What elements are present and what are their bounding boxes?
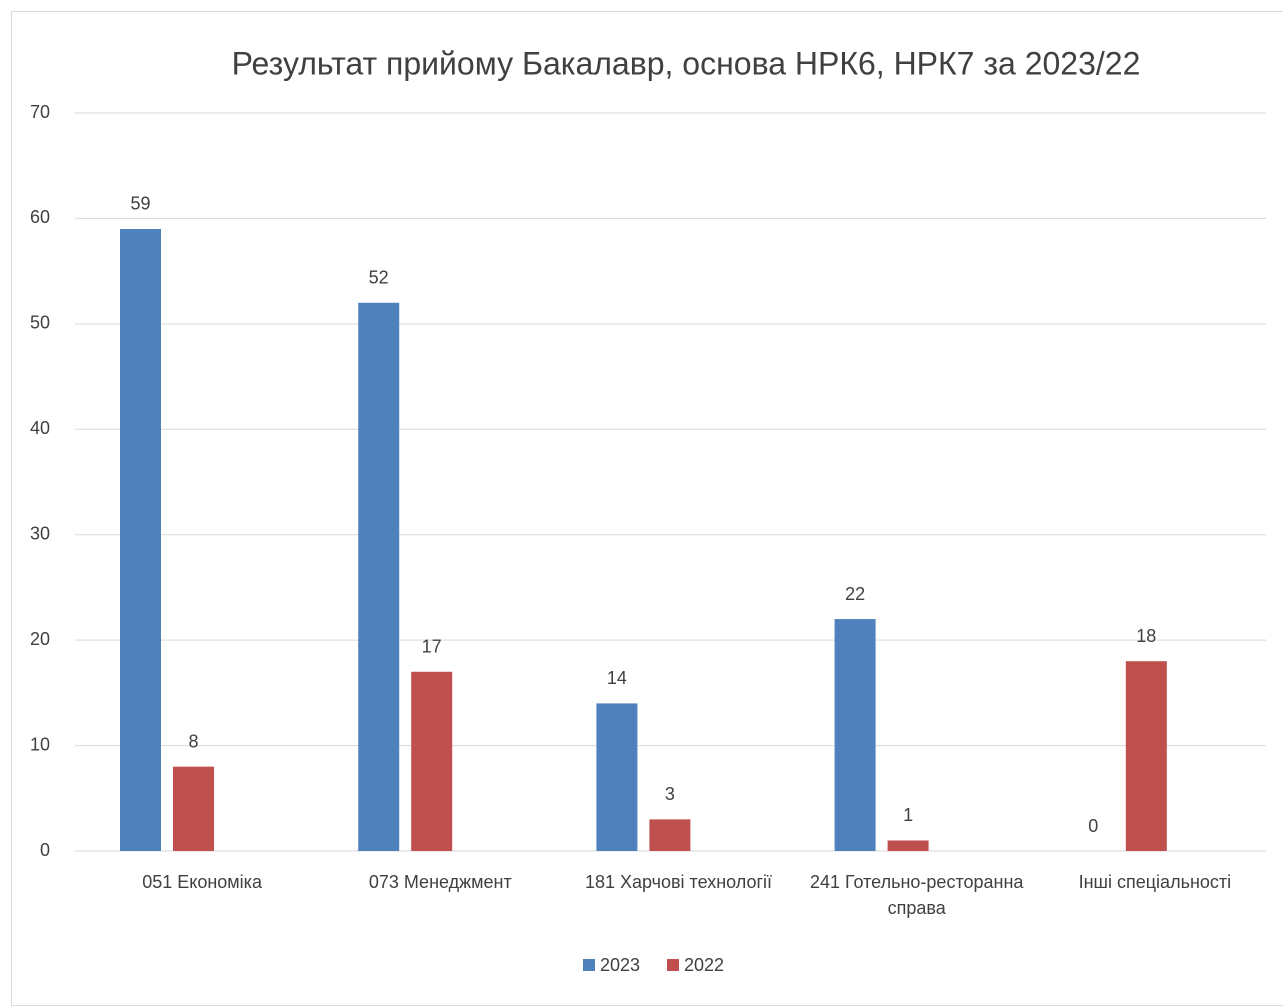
value-label: 18 bbox=[1136, 626, 1156, 646]
value-label: 52 bbox=[369, 268, 389, 288]
y-tick-label: 50 bbox=[30, 313, 50, 333]
legend-label: 2022 bbox=[684, 955, 724, 975]
value-label: 1 bbox=[903, 805, 913, 825]
y-tick-label: 60 bbox=[30, 207, 50, 227]
value-label: 0 bbox=[1088, 816, 1098, 836]
legend-swatch bbox=[667, 959, 679, 971]
y-tick-label: 40 bbox=[30, 418, 50, 438]
bar bbox=[120, 228, 161, 851]
value-label: 14 bbox=[607, 668, 627, 688]
x-tick-label: 181 Харчові технології bbox=[584, 872, 773, 892]
bar bbox=[887, 840, 929, 851]
value-label: 17 bbox=[422, 637, 442, 657]
x-tick-label: 051 Економіка bbox=[142, 872, 262, 892]
bar bbox=[1125, 661, 1167, 851]
value-label: 3 bbox=[665, 784, 675, 804]
bar bbox=[649, 819, 691, 851]
bar bbox=[834, 619, 876, 851]
value-label: 8 bbox=[188, 731, 198, 751]
value-label: 22 bbox=[845, 584, 865, 604]
y-tick-label: 70 bbox=[30, 102, 50, 122]
y-tick-label: 30 bbox=[30, 523, 50, 543]
bar bbox=[358, 302, 400, 851]
bar bbox=[173, 766, 214, 851]
y-tick-label: 20 bbox=[30, 629, 50, 649]
legend-label: 2023 bbox=[600, 955, 640, 975]
legend-swatch bbox=[583, 959, 595, 971]
x-tick-label: 073 Менеджмент bbox=[368, 872, 512, 892]
chart-title: Результат прийому Бакалавр, основа НРК6,… bbox=[232, 45, 1141, 81]
y-tick-label: 0 bbox=[40, 840, 50, 860]
bar bbox=[411, 671, 453, 851]
y-tick-label: 10 bbox=[30, 734, 50, 754]
bar bbox=[596, 703, 638, 851]
value-label: 59 bbox=[130, 194, 150, 214]
x-tick-label: 241 Готельно-ресторанна справа bbox=[809, 872, 1024, 918]
x-tick-label: Інші спеціальності bbox=[1078, 872, 1232, 892]
